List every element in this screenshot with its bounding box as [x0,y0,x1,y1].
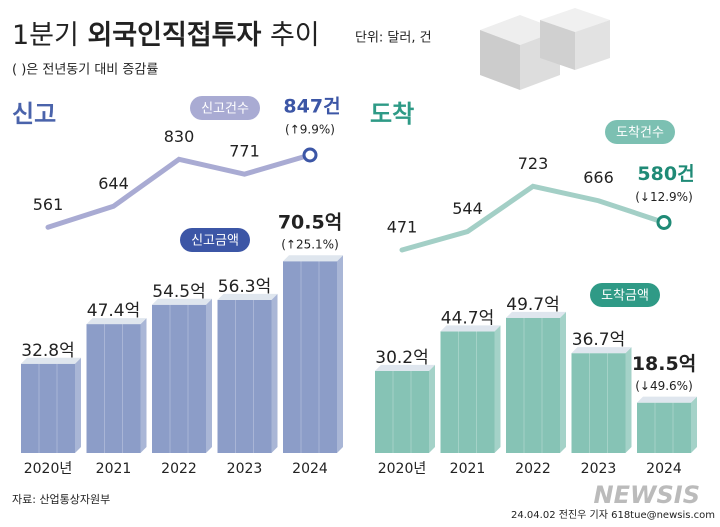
bar [217,299,272,453]
bar-top [440,325,501,332]
value-label: 847건 [283,96,340,118]
bar-top [571,347,632,354]
credit: 24.04.02 전진우 기자 618tue@newsis.com [511,509,715,521]
value-label: 544 [452,199,483,218]
legend-label: 도착금액 [601,289,649,304]
legend-pill [180,228,250,252]
money-illustration [480,8,610,90]
bar [86,324,141,453]
note: ( )은 전년동기 대비 증감률 [12,63,158,78]
value-label: 49.7억 [506,295,560,315]
title-part: 추이 [270,20,320,51]
title: 1분기 외국인직접투자 추이 [12,20,320,51]
title-part: 외국인직접투자 [87,20,261,51]
x-tick-label: 2024 [292,461,328,477]
value-label: 32.8억 [21,341,75,361]
value-label: 830 [164,127,195,146]
logo: NEWSIS [594,481,700,509]
bar-top [217,293,278,300]
bar-side [429,364,435,453]
bar-top [283,255,343,262]
legend-pill [605,120,675,144]
legend-label: 신고건수 [201,102,249,117]
x-tick-label: 2021 [450,461,486,477]
bar [375,370,429,453]
x-tick-label: 2023 [581,461,617,477]
x-tick-label: 2020년 [24,461,73,477]
bar-top [375,364,435,371]
value-label: 54.5억 [152,282,206,302]
bar-side [337,255,343,453]
value-label: 47.4억 [87,301,141,321]
bar [571,353,626,453]
x-tick-label: 2021 [96,461,132,477]
legend-label: 도착건수 [616,126,664,141]
bar [152,304,206,453]
annotation: (↓12.9%) [635,190,693,204]
line [399,183,667,253]
value-label: 471 [387,218,418,237]
value-label: 56.3억 [218,277,272,297]
x-tick-label: 2020년 [378,461,427,477]
bar [21,363,75,453]
x-tick-label: 2023 [227,461,263,477]
bar [440,331,495,453]
panel-title: 도착 [370,100,414,128]
annotation: (↑25.1%) [281,238,339,252]
value-label: 44.7억 [441,308,495,328]
value-label: 644 [98,174,129,193]
bar-side [271,293,278,453]
bar-side [206,298,212,453]
value-label: 561 [33,195,64,214]
bar-side [75,357,81,453]
value-label: 18.5억 [632,353,696,375]
line [45,152,313,230]
line-end-point [302,147,318,163]
bar-side [625,347,632,453]
unit: 단위: 달러, 건 [355,31,432,46]
bar-top [637,396,697,403]
value-label: 771 [229,142,260,161]
bar [283,261,337,453]
bar-top [152,298,212,305]
bar-side [691,396,697,453]
bar [637,402,691,453]
x-tick-label: 2022 [161,461,197,477]
value-label: 70.5억 [278,212,342,234]
x-tick-label: 2024 [646,461,682,477]
value-label: 30.2억 [375,348,429,368]
source: 자료: 산업통상자원부 [12,493,110,506]
bar-side [140,318,147,453]
bar [506,317,560,453]
legend-label: 신고금액 [191,234,239,249]
value-label: 36.7억 [572,330,626,350]
annotation: (↓49.6%) [635,379,693,393]
bar-top [21,357,81,364]
bar-top [86,318,147,325]
bar-top [506,311,566,318]
line-end-point [656,214,672,230]
x-tick-label: 2022 [515,461,551,477]
value-label: 666 [583,168,614,187]
legend-pill [590,283,660,307]
legend-pill [190,96,260,120]
annotation: (↑9.9%) [285,123,335,137]
value-label: 723 [518,154,549,173]
panel-title: 신고 [12,100,56,128]
bar-side [494,325,501,453]
value-label: 580건 [637,163,694,185]
bar-side [560,311,566,453]
title-part: 1분기 [12,20,79,51]
